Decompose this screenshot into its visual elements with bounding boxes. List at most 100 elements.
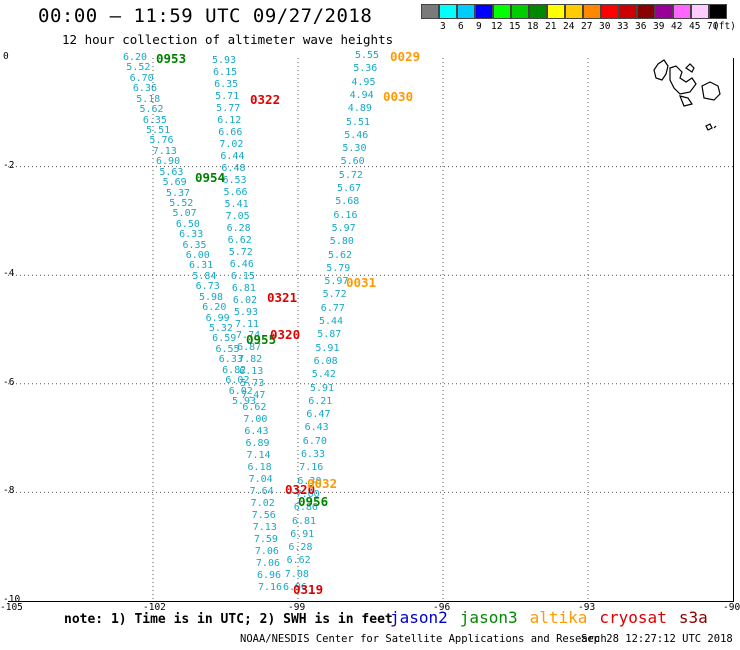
satellite-legend: jason2 jason3 altika cryosat s3a: [390, 608, 720, 627]
wave-height-value: 5.77: [216, 102, 241, 114]
wave-height-value: 5.07: [172, 208, 197, 220]
wave-height-value: 7.08: [284, 568, 309, 580]
y-tick-label: -4: [3, 268, 15, 280]
satellite-name: jason2: [390, 608, 448, 627]
wave-height-value: 6.91: [290, 528, 315, 540]
wave-height-value: 6.66: [218, 126, 243, 138]
wave-height-value: 5.97: [331, 222, 356, 234]
wave-height-value: 5.91: [310, 382, 335, 394]
wave-height-value: 6.28: [226, 222, 251, 234]
legend-swatch: [673, 4, 691, 19]
legend-label: 39: [653, 21, 665, 32]
wave-height-value: 7.06: [254, 546, 279, 558]
map-title: 00:00 – 11:59 UTC 09/27/2018: [38, 5, 373, 27]
pass-time-label: 0321: [267, 290, 298, 305]
satellite-name: cryosat: [599, 608, 667, 627]
wave-height-value: 6.87: [237, 342, 262, 354]
wave-height-value: 4.95: [351, 76, 376, 88]
footer-note: note: 1) Time is in UTC; 2) SWH is in fe…: [64, 612, 393, 627]
wave-height-value: 6.35: [182, 239, 207, 251]
legend-swatch: [547, 4, 565, 19]
satellite-name: s3a: [678, 608, 708, 627]
wave-height-value: 5.72: [322, 289, 347, 301]
legend-swatch: [601, 4, 619, 19]
y-tick-label: -8: [3, 485, 15, 497]
wave-height-value: 6.28: [288, 542, 313, 554]
wave-height-value: 4.94: [349, 89, 374, 101]
wave-height-value: 5.63: [159, 166, 184, 178]
y-tick-label: 0: [3, 51, 9, 62]
wave-height-value: 5.51: [146, 124, 171, 136]
wave-height-value: 6.02: [232, 294, 257, 306]
wave-height-value: 6.59: [212, 333, 237, 345]
wave-height-value: 7.04: [248, 474, 273, 486]
wave-height-value: 6.36: [132, 83, 157, 95]
galapagos-island-outline: [653, 59, 721, 131]
wave-height-value: 6.43: [304, 422, 329, 434]
wave-height-value: 7.74: [236, 330, 261, 342]
wave-height-value: 6.33: [218, 354, 243, 366]
wave-height-value: 5.93: [232, 396, 257, 407]
wave-height-value: 7.16: [299, 462, 324, 474]
x-tick-label: -90: [723, 602, 740, 613]
wave-height-value: 7.06: [255, 558, 280, 570]
wave-height-value: 6.21: [308, 395, 333, 407]
legend-label: 12: [491, 21, 503, 32]
wave-height-value: 5.42: [311, 369, 336, 381]
legend-label: 33: [617, 21, 629, 32]
wave-height-value: 6.33: [179, 229, 204, 241]
wave-height-value: 7.05: [225, 210, 250, 222]
legend-label: 15: [509, 21, 521, 32]
wave-height-value: 7.14: [246, 450, 271, 462]
wave-height-value: 5.60: [340, 156, 365, 168]
wave-height-value: 6.44: [220, 150, 245, 162]
wave-height-value: 6.16: [333, 209, 358, 221]
legend-swatch: [439, 4, 457, 19]
legend-label: 21: [545, 21, 557, 32]
pass-time-label: 0320: [270, 327, 301, 342]
wave-height-value: 6.30: [297, 475, 322, 487]
wave-height-value: 5.66: [223, 186, 248, 198]
map-subtitle: 12 hour collection of altimeter wave hei…: [62, 32, 394, 47]
wave-height-value: 7.64: [249, 486, 274, 498]
x-tick-label: -96: [433, 602, 451, 613]
pass-time-label: 0319: [293, 582, 324, 597]
legend-swatch: [655, 4, 673, 19]
wave-height-value: 6.73: [195, 281, 220, 293]
wave-height-value: 6.99: [205, 312, 230, 324]
legend-swatch: [709, 4, 727, 19]
wave-height-value: 5.51: [346, 116, 371, 128]
y-tick-label: -2: [3, 159, 15, 171]
wave-height-value: 6.90: [156, 156, 181, 168]
wave-height-value: 5.67: [337, 183, 362, 194]
wave-height-value: 7.02: [250, 498, 275, 510]
wave-height-value: 6.43: [244, 426, 269, 438]
wave-height-value: 7.16: [258, 582, 283, 593]
wave-height-value: 6.12: [217, 114, 242, 126]
wave-height-value: 6.18: [247, 462, 272, 474]
legend-label: 27: [581, 21, 593, 32]
wave-height-value: 6.02: [225, 375, 250, 387]
wave-height-value: 5.98: [198, 291, 224, 303]
pass-time-label: 0031: [346, 275, 377, 290]
wave-height-value: 6.96: [283, 582, 308, 593]
pass-time-label: 0954: [195, 170, 226, 185]
wave-height-value: 5.52: [126, 62, 151, 74]
wave-height-value: 7.47: [241, 390, 266, 402]
wave-height-value: 5.62: [328, 249, 353, 261]
wave-height-value: 6.70: [302, 435, 327, 447]
wave-height-value: 5.36: [353, 63, 378, 75]
wave-height-value: 5.46: [344, 129, 369, 141]
legend-swatch: [637, 4, 655, 19]
wave-height-value: 6.46: [229, 258, 254, 270]
wave-height-value: 7.00: [295, 488, 320, 500]
wave-height-value: 5.73: [240, 378, 265, 390]
pass-time-label: 0322: [250, 92, 281, 107]
legend-label: 45: [689, 21, 701, 32]
wave-height-value: 6.77: [320, 302, 345, 314]
pass-time-label: 0029: [390, 49, 421, 64]
legend-swatch: [457, 4, 475, 19]
wave-height-value: 5.32: [208, 323, 233, 335]
wave-height-value: 6.62: [286, 555, 311, 567]
